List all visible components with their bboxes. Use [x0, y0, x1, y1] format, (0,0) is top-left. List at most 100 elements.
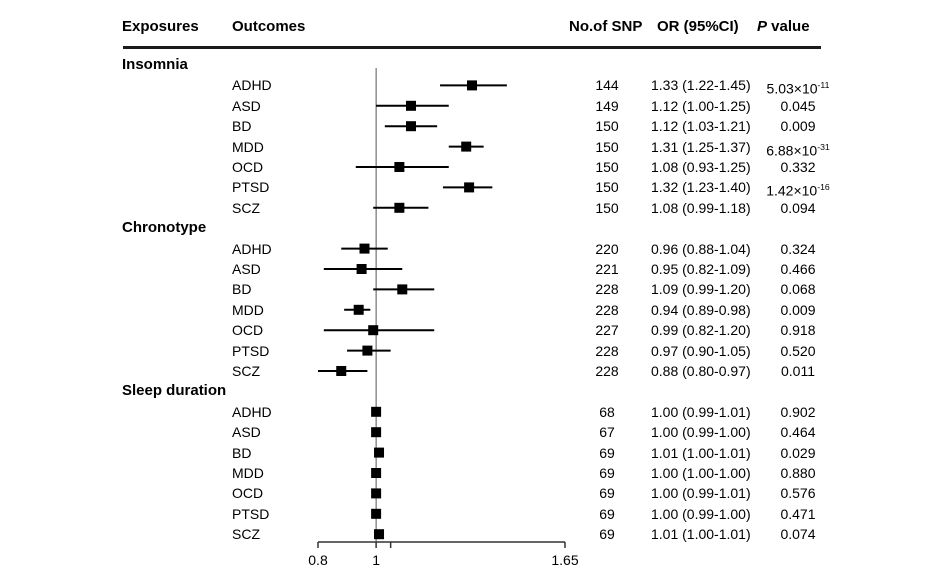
odds-ratio-marker	[371, 468, 382, 478]
p-value: 0.324	[780, 240, 816, 257]
outcome-label: PTSD	[232, 342, 270, 359]
outcome-label: ADHD	[232, 77, 272, 94]
outcome-label: BD	[232, 281, 252, 298]
odds-ratio-marker	[371, 508, 382, 519]
odds-ratio-marker	[467, 80, 478, 91]
snp-count-value: 67	[599, 424, 615, 441]
snp-count-value: 69	[599, 444, 615, 461]
odds-ratio-marker	[394, 202, 405, 213]
odds-ratio-marker	[356, 264, 367, 274]
odds-ratio-marker	[336, 366, 347, 376]
p-value-word: value	[767, 18, 810, 35]
odds-ratio-marker	[368, 325, 379, 336]
snp-count-value: 227	[595, 322, 619, 339]
snp-count-value: 150	[595, 179, 619, 196]
or-ci-value: 0.96 (0.88-1.04)	[651, 240, 751, 257]
or-ci-value: 0.94 (0.89-0.98)	[651, 301, 751, 318]
or-ci-value: 1.00 (0.99-1.00)	[651, 505, 751, 522]
odds-ratio-marker	[371, 406, 382, 417]
p-value: 0.576	[780, 485, 816, 502]
p-value: 0.464	[780, 424, 816, 441]
snp-count-value: 144	[595, 77, 619, 94]
or-ci-value: 0.99 (0.82-1.20)	[651, 322, 751, 339]
odds-ratio-marker	[405, 121, 416, 132]
p-value-italic-p: P	[757, 18, 768, 35]
column-header-outcomes: Outcomes	[232, 18, 306, 35]
snp-count-value: 150	[595, 159, 619, 175]
p-value: 5.03×10-11	[766, 80, 830, 98]
outcome-label: ASD	[232, 424, 261, 441]
or-ci-value: 1.00 (0.99-1.00)	[651, 424, 751, 441]
or-ci-value: 1.12 (1.03-1.21)	[651, 118, 751, 135]
p-value: 0.471	[780, 505, 816, 522]
or-ci-value: 1.32 (1.23-1.40)	[651, 179, 751, 196]
p-value: 0.918	[780, 322, 816, 339]
outcome-label: BD	[232, 444, 252, 461]
or-ci-value: 1.00 (1.00-1.00)	[651, 465, 751, 481]
outcome-label: SCZ	[232, 199, 260, 216]
odds-ratio-marker	[353, 304, 364, 315]
snp-count-value: 228	[595, 301, 619, 318]
odds-ratio-marker	[362, 345, 373, 356]
odds-ratio-marker	[461, 141, 472, 152]
outcome-label: PTSD	[232, 179, 270, 196]
or-ci-value: 1.08 (0.99-1.18)	[651, 199, 751, 216]
header-divider-rule	[123, 46, 821, 49]
odds-ratio-marker	[371, 427, 382, 438]
or-ci-value: 1.33 (1.22-1.45)	[651, 77, 751, 94]
odds-ratio-marker	[374, 529, 385, 540]
or-ci-value: 0.97 (0.90-1.05)	[651, 342, 751, 359]
snp-count-value: 69	[599, 485, 615, 502]
snp-count-value: 69	[599, 526, 615, 543]
p-value: 0.466	[780, 261, 816, 277]
or-ci-value: 1.01 (1.00-1.01)	[651, 444, 751, 461]
snp-count-value: 228	[595, 363, 619, 379]
or-ci-value: 1.01 (1.00-1.01)	[651, 526, 751, 543]
x-axis-tick-label: 1.65	[551, 552, 579, 568]
column-header-exposures: Exposures	[122, 18, 199, 35]
p-value: 0.011	[781, 363, 815, 379]
or-ci-value: 1.00 (0.99-1.01)	[651, 403, 751, 420]
column-header-or-95ci: OR (95%CI)	[657, 18, 739, 35]
snp-count-value: 221	[595, 261, 619, 277]
odds-ratio-marker	[405, 100, 416, 111]
outcome-label: OCD	[232, 159, 264, 175]
or-ci-value: 1.00 (0.99-1.01)	[651, 485, 751, 502]
odds-ratio-marker	[374, 447, 385, 458]
p-value: 6.88×10-31	[766, 141, 830, 159]
outcome-label: PTSD	[232, 505, 270, 522]
outcome-label: ASD	[232, 97, 261, 114]
or-ci-value: 1.09 (0.99-1.20)	[651, 281, 751, 298]
snp-count-value: 69	[599, 465, 615, 481]
exposure-group-label: Insomnia	[122, 56, 188, 73]
or-ci-value: 1.12 (1.00-1.25)	[651, 97, 751, 114]
snp-count-value: 150	[595, 138, 619, 155]
p-value: 0.520	[780, 342, 816, 359]
outcome-label: MDD	[232, 465, 264, 481]
column-header-p-value: P value	[757, 17, 810, 37]
snp-count-value: 150	[595, 199, 619, 216]
outcome-label: SCZ	[232, 363, 260, 379]
p-value: 1.42×10-16	[766, 182, 830, 200]
p-value: 0.029	[780, 444, 816, 461]
p-value: 0.009	[780, 301, 816, 318]
odds-ratio-marker	[359, 243, 370, 254]
snp-count-value: 228	[595, 342, 619, 359]
outcome-label: BD	[232, 118, 252, 135]
outcome-label: ASD	[232, 261, 261, 277]
or-ci-value: 0.95 (0.82-1.09)	[651, 261, 751, 277]
snp-count-value: 149	[595, 97, 619, 114]
odds-ratio-marker	[464, 182, 475, 193]
outcome-label: MDD	[232, 138, 264, 155]
or-ci-value: 1.08 (0.93-1.25)	[651, 159, 751, 175]
outcome-label: SCZ	[232, 526, 260, 543]
p-value: 0.045	[780, 97, 816, 114]
snp-count-value: 68	[599, 403, 615, 420]
exposure-group-label: Sleep duration	[122, 382, 227, 400]
outcome-label: ADHD	[232, 240, 272, 257]
p-value: 0.068	[780, 281, 816, 298]
p-value: 0.094	[780, 199, 816, 216]
outcome-label: ADHD	[232, 403, 272, 420]
snp-count-value: 228	[595, 281, 619, 298]
